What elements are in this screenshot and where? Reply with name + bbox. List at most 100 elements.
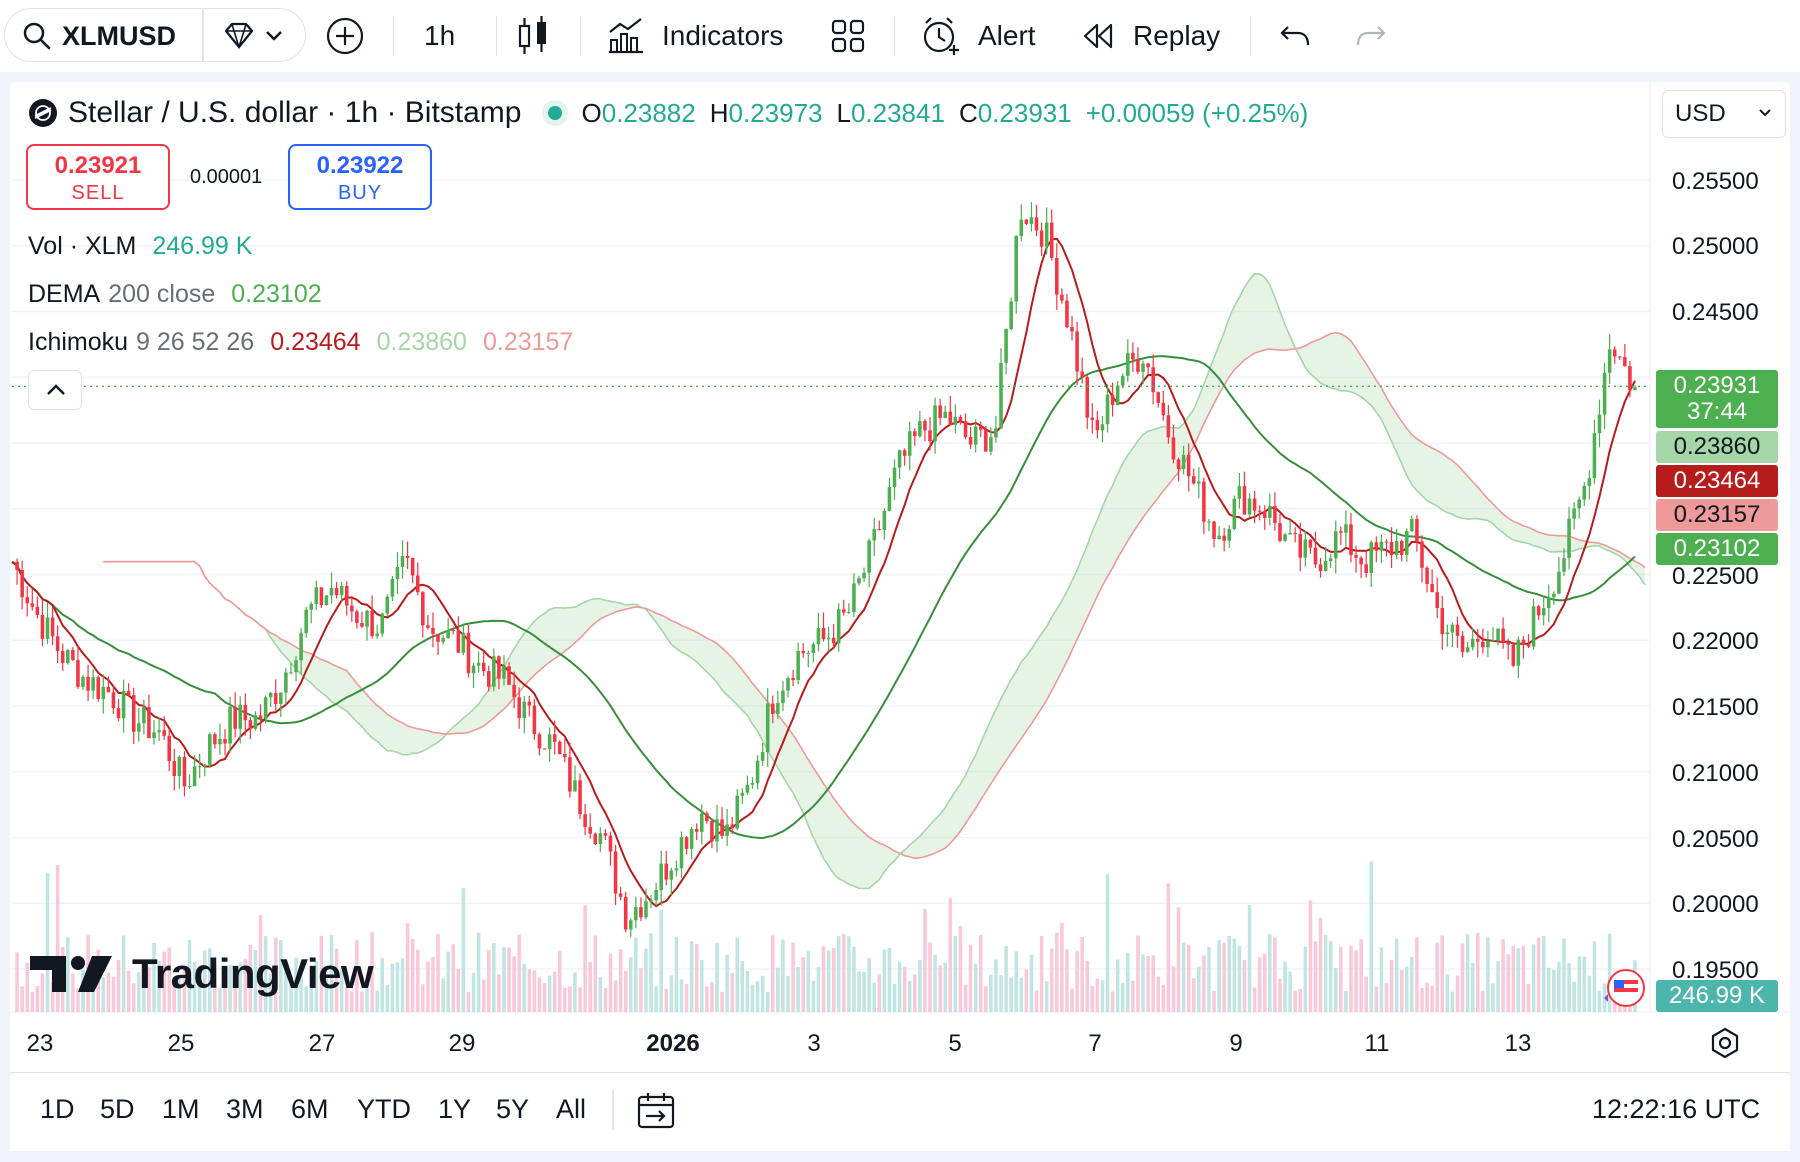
range-5d[interactable]: 5D	[100, 1094, 135, 1124]
replay-icon[interactable]	[1080, 0, 1116, 72]
candle-body	[1126, 352, 1130, 376]
indicators-icon[interactable]	[606, 0, 646, 72]
volume-bar	[639, 968, 643, 1012]
volume-bar	[1136, 935, 1140, 1012]
ichimoku-base-label: 0.23464	[1656, 465, 1778, 497]
candle-body	[137, 723, 141, 732]
volume-bar	[1146, 955, 1150, 1012]
volume-bar	[902, 966, 907, 1012]
candle-body	[649, 900, 653, 902]
volume-bar	[836, 936, 841, 1012]
candle-body	[1526, 644, 1531, 647]
volume-bar	[755, 981, 760, 1012]
ichimoku-legend[interactable]: Ichimoku 9 26 52 26 0.23464 0.23860 0.23…	[28, 328, 573, 357]
range-1m[interactable]: 1M	[162, 1094, 200, 1124]
volume-bar	[334, 948, 339, 1012]
volume-bar	[1242, 960, 1247, 1012]
date-tick: 25	[167, 1030, 195, 1057]
replay-button[interactable]: Replay	[1133, 20, 1221, 51]
candle-body	[1582, 485, 1587, 500]
range-3m[interactable]: 3M	[226, 1094, 264, 1124]
volume-bar	[958, 926, 963, 1012]
redo-icon[interactable]	[1354, 0, 1388, 72]
range-6m[interactable]: 6M	[291, 1094, 329, 1124]
volume-bar	[1166, 883, 1171, 1012]
date-tick: 7	[1088, 1030, 1102, 1057]
candle-body	[547, 734, 552, 750]
candle-body	[380, 613, 385, 634]
interval-button[interactable]: 1h	[424, 20, 456, 51]
dema-legend[interactable]: DEMA 200 close 0.23102	[28, 280, 322, 309]
collapse-legend-button[interactable]	[28, 370, 82, 410]
volume-bar	[634, 937, 638, 1012]
candle-body	[1217, 535, 1221, 539]
settings-gear-icon[interactable]	[1708, 1026, 1742, 1060]
volume-bar	[801, 957, 805, 1012]
symbol-name[interactable]: XLMUSD	[62, 20, 176, 51]
undo-icon[interactable]	[1278, 0, 1312, 72]
utc-clock[interactable]: 12:22:16 UTC	[1592, 1094, 1761, 1124]
diamond-icon[interactable]	[222, 0, 256, 72]
volume-bar	[1501, 939, 1505, 1012]
volume-bar	[1141, 954, 1145, 1012]
volume-legend[interactable]: Vol · XLM 246.99 K	[28, 232, 252, 261]
legend-title[interactable]: Stellar / U.S. dollar · 1h · Bitstamp	[68, 96, 522, 129]
candle-body	[877, 529, 882, 531]
candle-body	[806, 652, 811, 654]
symbol-search[interactable]	[4, 8, 306, 62]
buy-button[interactable]: 0.23922 BUY	[288, 144, 432, 210]
volume-bar	[892, 983, 897, 1012]
currency-select[interactable]: USD	[1662, 90, 1786, 138]
candle-body	[507, 666, 511, 685]
volume-bar	[385, 984, 390, 1012]
range-1y[interactable]: 1Y	[438, 1094, 472, 1124]
calendar-range-icon[interactable]	[636, 1090, 676, 1130]
volume-bar	[431, 957, 435, 1012]
range-5y[interactable]: 5Y	[496, 1094, 530, 1124]
search-icon[interactable]	[22, 0, 52, 72]
last-price-label[interactable]: 0.23931 37:44	[1656, 370, 1778, 428]
chevron-down-icon[interactable]	[264, 0, 284, 72]
volume-bar	[1323, 934, 1328, 1012]
candle-body	[1237, 486, 1242, 499]
candle-body	[847, 611, 851, 613]
sell-button[interactable]: 0.23921 SELL	[26, 144, 170, 210]
candle-body	[1049, 222, 1054, 258]
alert-button[interactable]: Alert	[978, 20, 1036, 51]
candle-body	[30, 603, 35, 607]
tradingview-logo: TradingView	[30, 950, 374, 998]
volume-bar	[1435, 942, 1439, 1012]
candle-body	[608, 835, 613, 852]
candles-icon[interactable]	[516, 0, 550, 72]
candle-body	[948, 411, 953, 425]
range-1d[interactable]: 1D	[40, 1094, 75, 1124]
candle-body	[71, 650, 75, 661]
candle-body	[1313, 547, 1318, 565]
spread-value: 0.00001	[190, 166, 263, 188]
buy-label: BUY	[337, 182, 383, 204]
volume-bar	[421, 984, 425, 1012]
volume-axis-label: 246.99 K	[1656, 980, 1778, 1012]
candle-body	[1070, 327, 1074, 332]
candle-body	[1602, 372, 1607, 415]
close-value: 0.23931	[977, 97, 1072, 128]
price-tick: 0.25000	[1672, 233, 1759, 260]
candle-body	[512, 684, 516, 698]
add-symbol-button[interactable]	[325, 0, 365, 72]
volume-bar	[162, 951, 166, 1012]
candle-body	[405, 555, 410, 558]
volume-bar	[776, 967, 780, 1012]
range-ytd[interactable]: YTD	[357, 1094, 411, 1124]
candle-body	[689, 829, 694, 849]
layouts-icon[interactable]	[830, 0, 866, 72]
candle-body	[162, 730, 166, 736]
date-tick: 23	[26, 1030, 54, 1057]
range-all[interactable]: All	[556, 1094, 587, 1124]
candle-body	[730, 824, 734, 829]
volume-bar	[1262, 953, 1267, 1012]
indicators-button[interactable]: Indicators	[662, 20, 784, 51]
candle-body	[1100, 424, 1105, 431]
candle-body	[1460, 635, 1465, 652]
alert-clock-icon[interactable]	[920, 0, 962, 72]
